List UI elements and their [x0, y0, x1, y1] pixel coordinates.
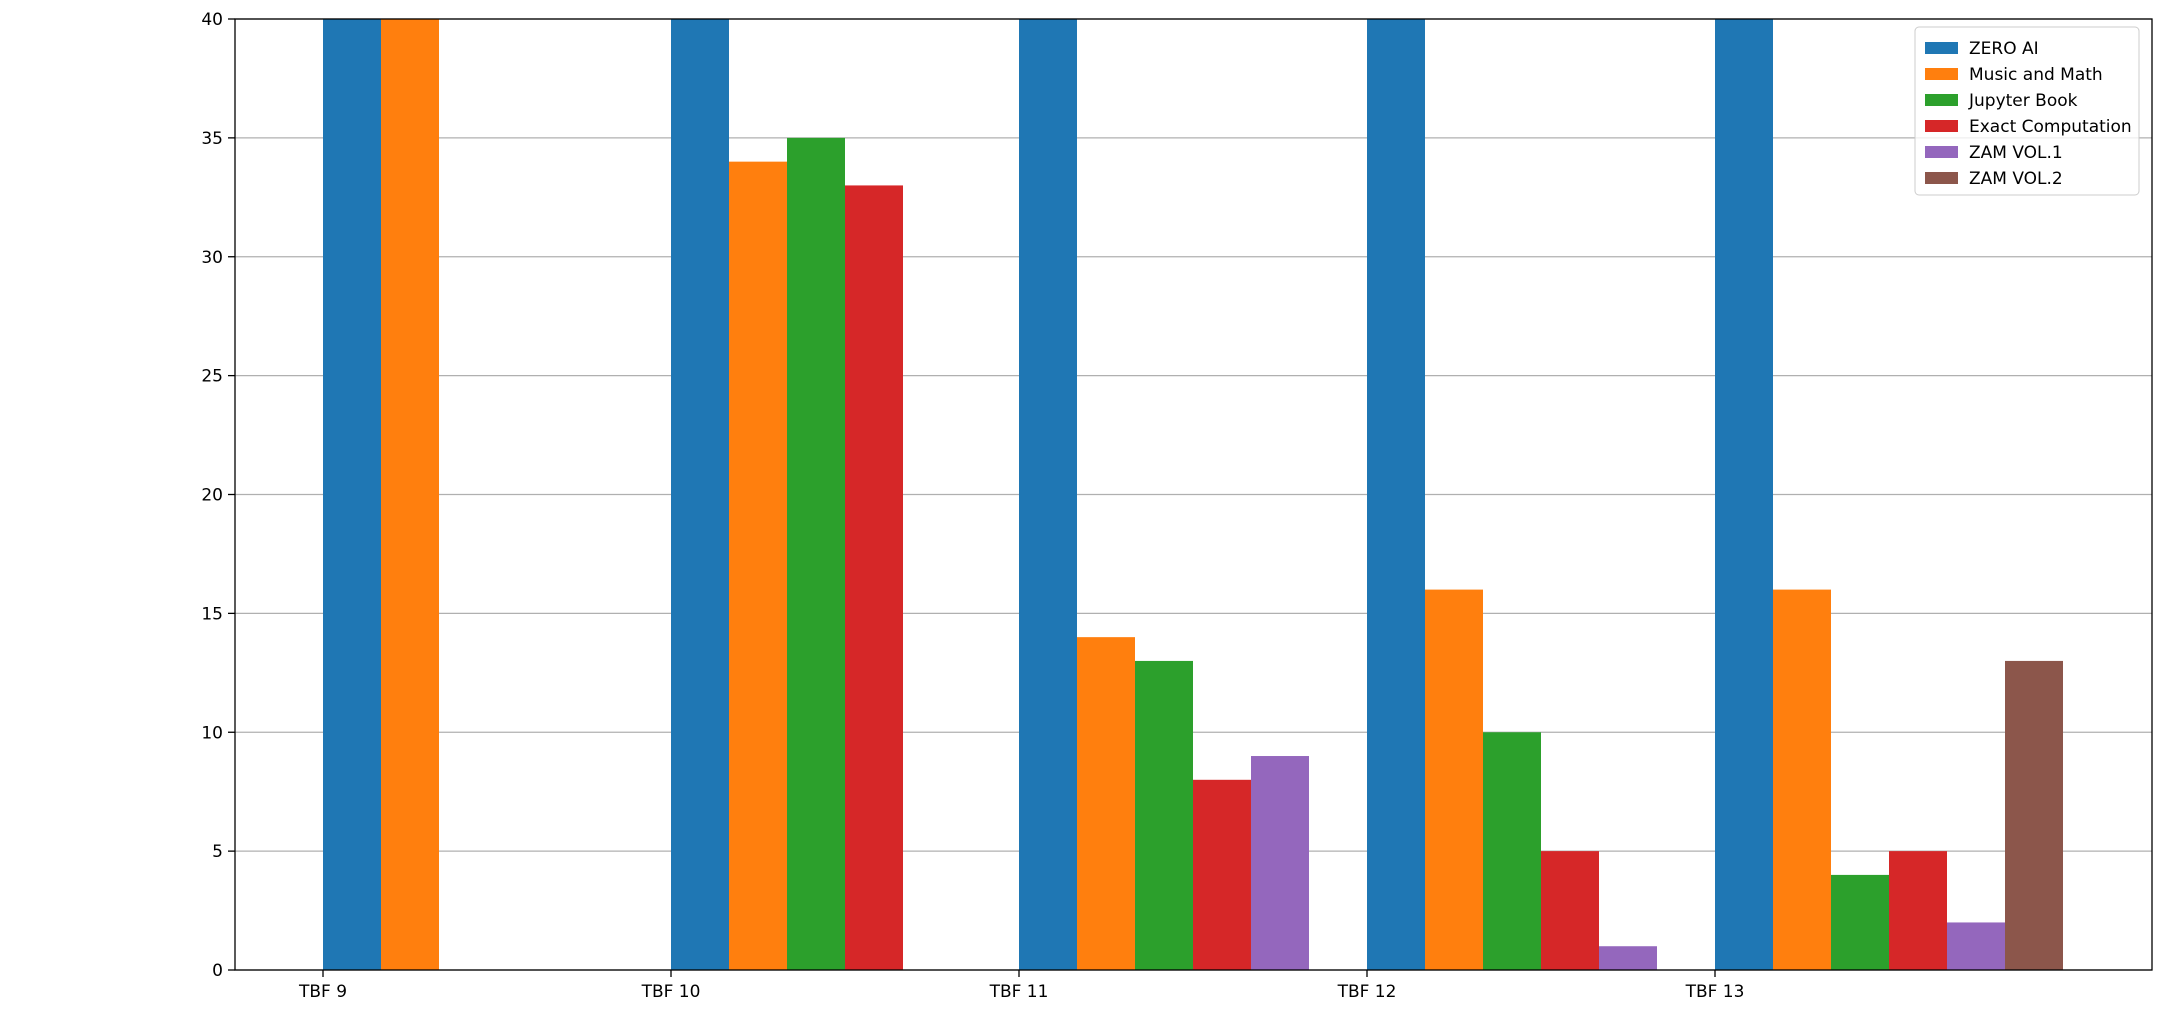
legend-swatch — [1925, 146, 1958, 158]
bar-zam-vol-1-tbf-11 — [1251, 756, 1309, 970]
legend: ZERO AI Music and Math Jupyter Book Exact C… — [1914, 26, 2140, 196]
bar-music-and-math-tbf-9 — [381, 19, 439, 970]
bar-zam-vol-1-tbf-13 — [1947, 922, 2005, 970]
legend-label: Exact Computation — [1969, 117, 2132, 137]
legend-swatch — [1925, 120, 1958, 132]
bar-exact-computation-tbf-10 — [845, 185, 903, 971]
y-tick-label: 5 — [212, 842, 223, 862]
x-tick-label: TBF 10 — [641, 982, 701, 1002]
bar-jupyter-book-tbf-11 — [1135, 660, 1193, 970]
axes-frame — [234, 18, 2153, 971]
bar-music-and-math-tbf-11 — [1077, 637, 1135, 970]
y-tick-label: 15 — [201, 604, 223, 624]
bar-zero-ai-tbf-9 — [323, 19, 381, 970]
y-tick-label: 0 — [212, 961, 223, 981]
legend-label: ZERO AI — [1969, 39, 2039, 59]
y-tick-label: 35 — [201, 129, 223, 149]
legend-label: Jupyter Book — [1968, 91, 2078, 111]
legend-swatch — [1925, 42, 1958, 54]
bar-exact-computation-tbf-13 — [1889, 851, 1947, 970]
legend-swatch — [1925, 68, 1958, 80]
bar-zero-ai-tbf-12 — [1367, 19, 1425, 970]
y-tick-label: 10 — [201, 723, 223, 743]
y-tick-label: 30 — [201, 248, 223, 268]
bar-jupyter-book-tbf-13 — [1831, 874, 1889, 970]
y-tick-label: 20 — [201, 486, 223, 506]
y-tick-label: 25 — [201, 367, 223, 387]
legend-label: ZAM VOL.1 — [1969, 143, 2063, 163]
bar-music-and-math-tbf-10 — [729, 161, 787, 970]
y-tick-label: 40 — [201, 10, 223, 30]
bars — [323, 19, 2063, 971]
bar-jupyter-book-tbf-10 — [787, 137, 845, 970]
bar-exact-computation-tbf-12 — [1541, 851, 1599, 970]
legend-label: ZAM VOL.2 — [1969, 169, 2063, 189]
legend-swatch — [1925, 94, 1958, 106]
bar-music-and-math-tbf-13 — [1773, 589, 1831, 970]
x-tick-label: TBF 9 — [298, 982, 347, 1002]
x-tick-label: TBF 13 — [1685, 982, 1745, 1002]
bar-zam-vol-1-tbf-12 — [1599, 946, 1657, 970]
legend-swatch — [1925, 172, 1958, 184]
x-tick-label: TBF 12 — [1337, 982, 1397, 1002]
bar-zam-vol-2-tbf-13 — [2005, 660, 2063, 970]
bar-jupyter-book-tbf-12 — [1483, 732, 1541, 970]
x-tick-label: TBF 11 — [989, 982, 1049, 1002]
bar-zero-ai-tbf-13 — [1715, 19, 1773, 970]
axes: 0 5 10 15 20 25 30 35 40 TBF 9 TBF 10 TBF 11 TBF 12 T… — [201, 10, 2153, 1002]
bar-zero-ai-tbf-11 — [1019, 19, 1077, 970]
legend-label: Music and Math — [1969, 65, 2103, 85]
legend-box — [1914, 26, 2140, 196]
bar-exact-computation-tbf-11 — [1193, 779, 1251, 970]
bar-music-and-math-tbf-12 — [1425, 589, 1483, 970]
bar-zero-ai-tbf-10 — [671, 19, 729, 970]
